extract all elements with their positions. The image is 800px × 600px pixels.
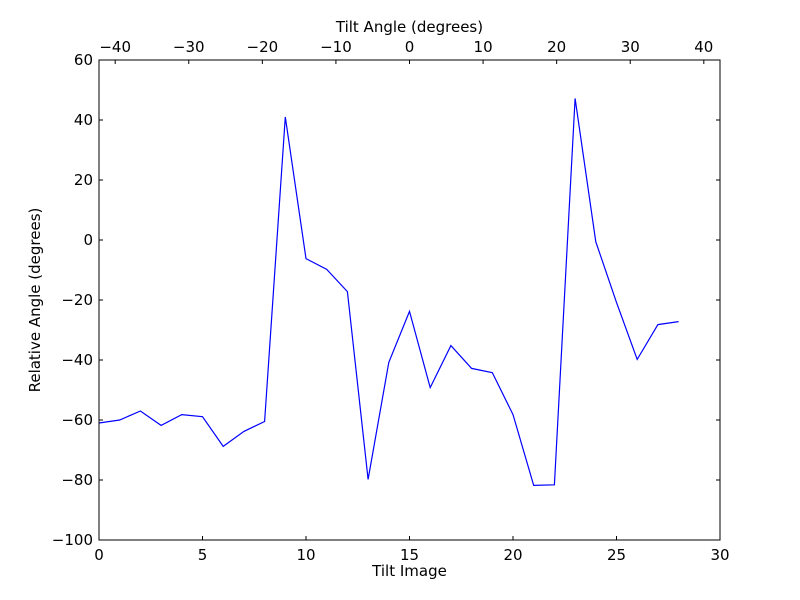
y-tick-label: −20	[61, 291, 93, 309]
x-tick-label: 0	[94, 546, 104, 564]
ticks-layer	[98, 59, 721, 541]
x-tick-label: 5	[198, 546, 208, 564]
x-tick-label: 20	[503, 546, 522, 564]
top-x-tick-label: −30	[173, 38, 205, 56]
y-tick-label: 0	[83, 231, 93, 249]
top-x-tick-label: 10	[474, 38, 493, 56]
y-tick-label: −80	[61, 471, 93, 489]
series-layer	[98, 98, 679, 487]
y-tick-label: −40	[61, 351, 93, 369]
y-tick-label: 20	[74, 171, 93, 189]
x-tick-label: 30	[710, 546, 729, 564]
y-tick-label: −60	[61, 411, 93, 429]
y-tick-label: 40	[74, 111, 93, 129]
y-axis-title: Relative Angle (degrees)	[26, 208, 44, 393]
top-x-tick-label: 20	[547, 38, 566, 56]
plot-frame	[98, 59, 721, 541]
top-x-tick-label: 40	[694, 38, 713, 56]
top-x-tick-label: −20	[247, 38, 279, 56]
top-axis-title: Tilt Angle (degrees)	[335, 18, 483, 36]
top-x-tick-label: −10	[320, 38, 352, 56]
y-tick-label: −100	[52, 531, 93, 549]
top-x-tick-label: 0	[405, 38, 415, 56]
x-tick-label: 15	[400, 546, 419, 564]
top-x-tick-label: −40	[99, 38, 131, 56]
x-tick-label: 25	[607, 546, 626, 564]
x-tick-label: 10	[296, 546, 315, 564]
y-tick-label: 60	[74, 51, 93, 69]
x-axis-title: Tilt Image	[371, 562, 447, 580]
tick-labels-layer: 0 5 10 15 20 25 30−40 −30 −20 −10 0 10 20 30 40−100−80…	[52, 38, 730, 564]
series-line	[98, 98, 679, 487]
top-x-tick-label: 30	[621, 38, 640, 56]
